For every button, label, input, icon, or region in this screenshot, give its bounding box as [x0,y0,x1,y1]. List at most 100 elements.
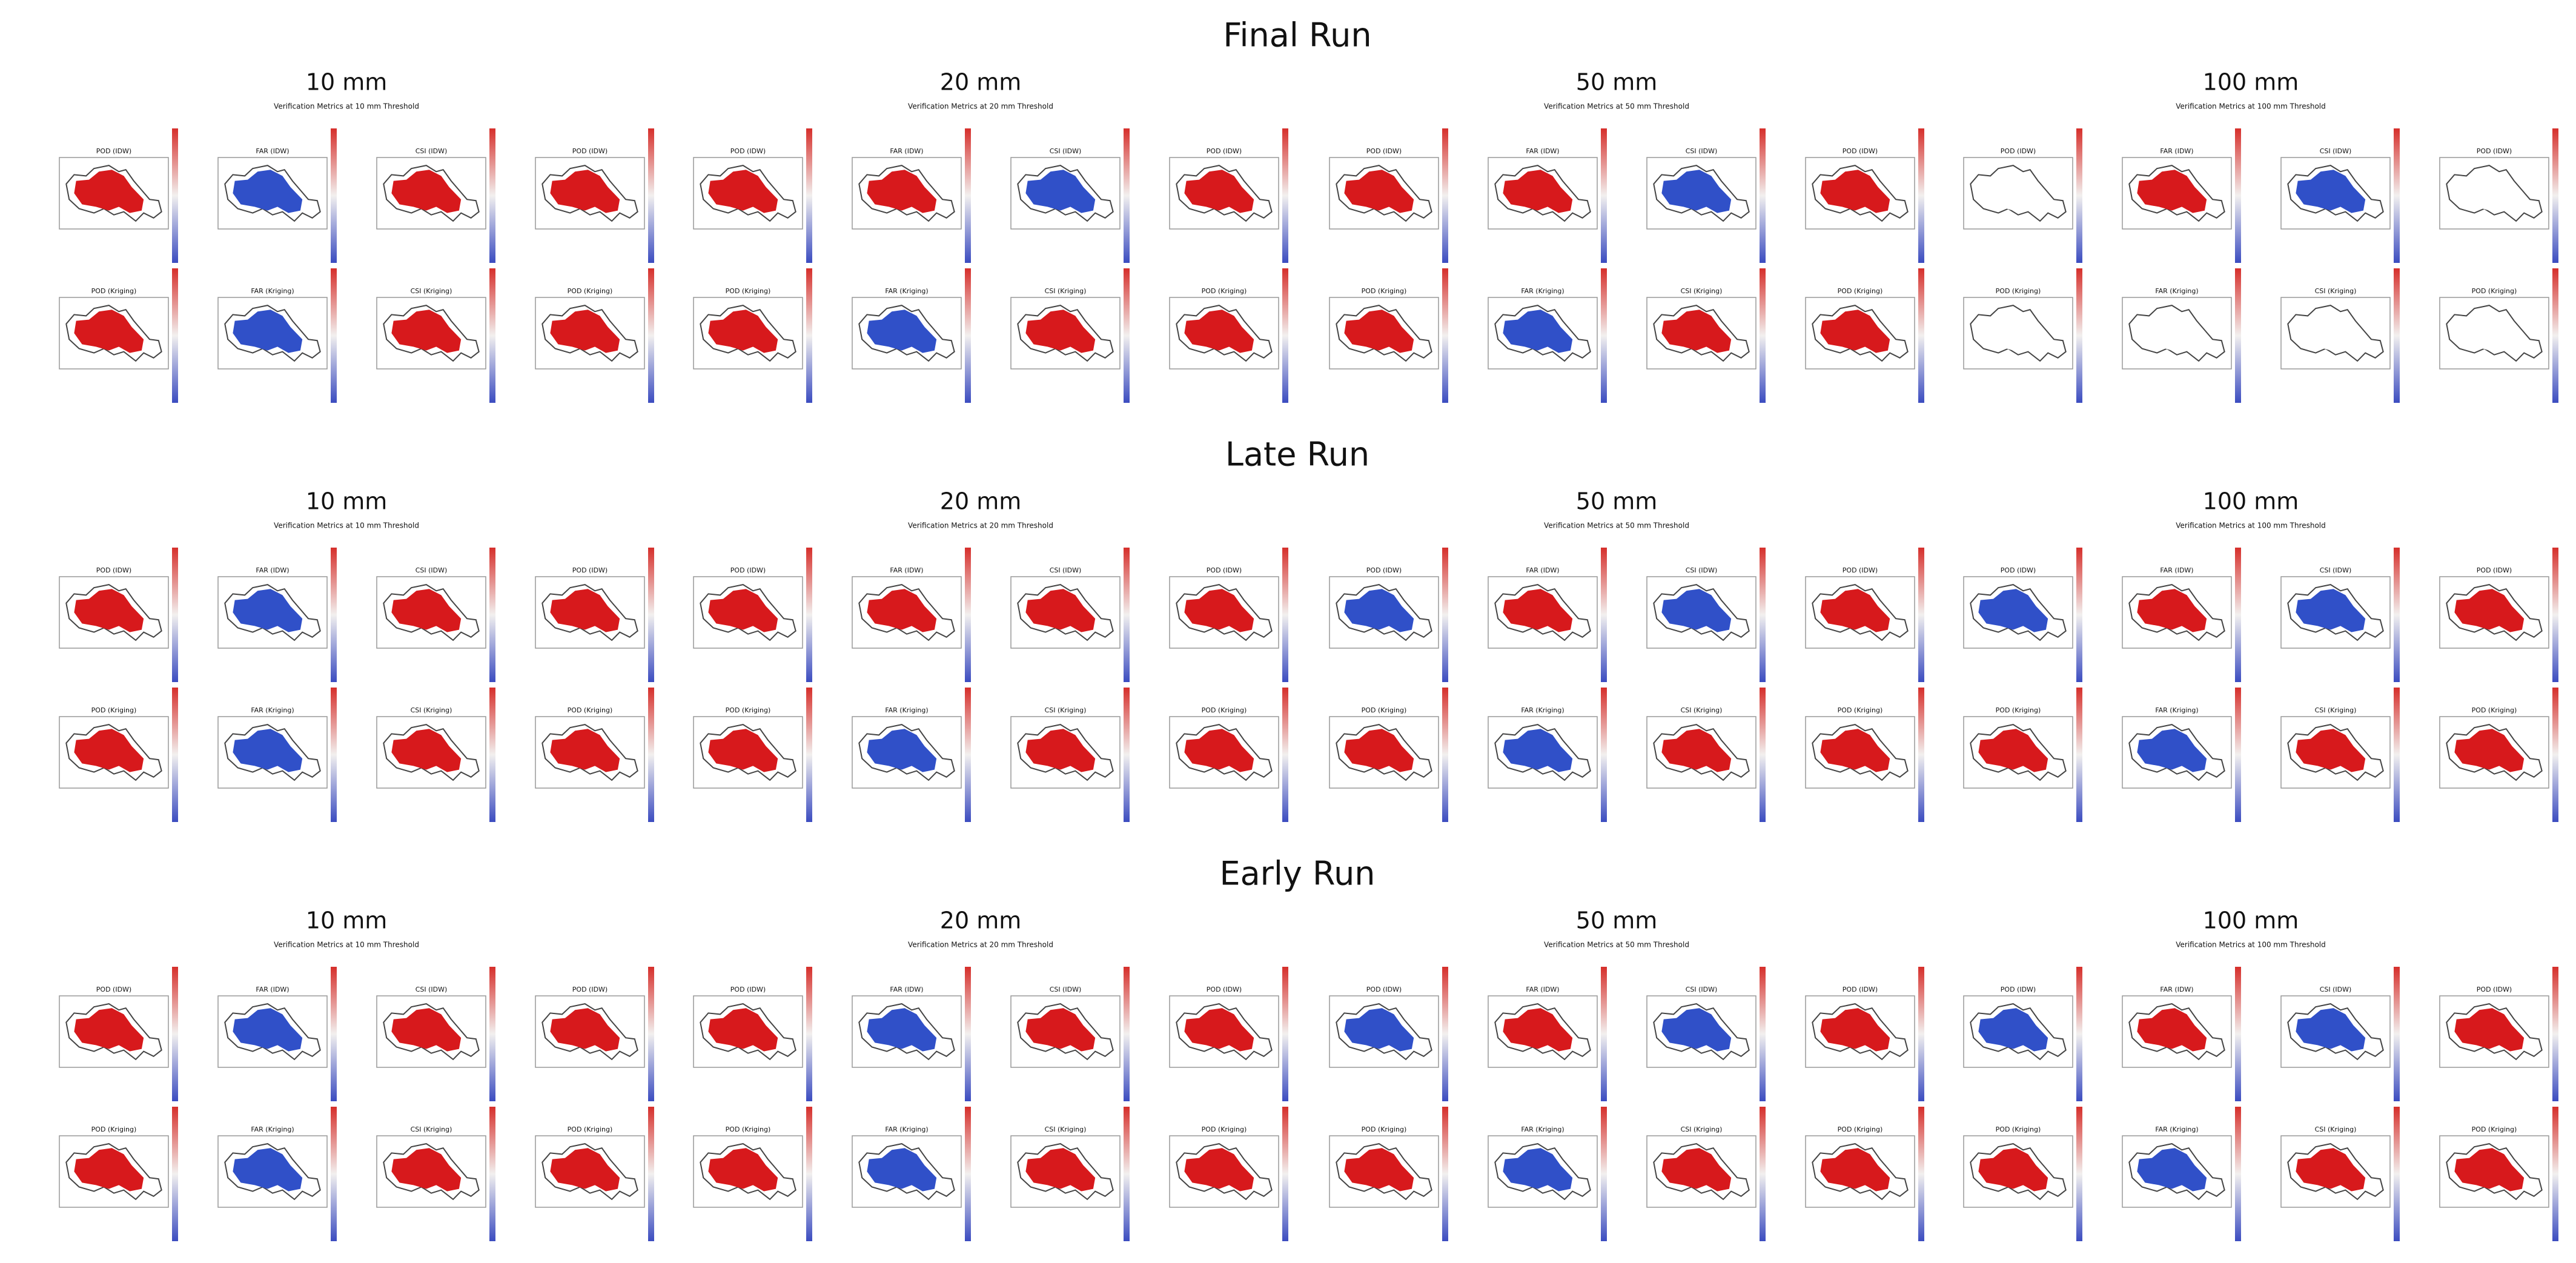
region-fill [1184,1148,1254,1192]
region-fill [708,729,778,772]
region-fill [2296,310,2366,353]
region-fill [1184,310,1254,353]
region-fill [1661,170,1732,213]
colorbar [806,268,812,403]
run-title: Early Run [1219,855,1375,893]
region-fill [708,1148,778,1192]
panel-title: CSI (IDW) [2320,147,2352,155]
region-fill [867,729,937,772]
region-fill [2137,1148,2207,1192]
region-fill [867,170,937,213]
region-fill [1503,1148,1573,1192]
panel-title: CSI (Kriging) [2315,1125,2357,1133]
colorbar [2235,1107,2241,1241]
panel-title: FAR (Kriging) [251,287,294,295]
colorbar [2076,1107,2082,1241]
region-fill [867,1008,937,1052]
region-fill [2454,310,2525,353]
panel-title: POD (Kriging) [1202,1125,1247,1133]
region-fill [1661,729,1732,772]
panel-title: FAR (IDW) [256,986,289,993]
threshold-title: 20 mm [940,69,1021,96]
threshold-title: 20 mm [940,907,1021,934]
region-fill [867,589,937,632]
colorbar [489,688,495,822]
panel-title: POD (IDW) [1207,986,1242,993]
region-fill [2454,1148,2525,1192]
region-fill [1344,170,1414,213]
colorbar [331,128,337,263]
region-fill [1344,1008,1414,1052]
panel-title: FAR (IDW) [256,566,289,574]
region-fill [1184,1008,1254,1052]
panel-title: POD (IDW) [1843,566,1878,574]
colorbar [1282,967,1288,1101]
colorbar [2235,688,2241,822]
panel-title: FAR (IDW) [890,986,923,993]
colorbar [2394,548,2400,682]
panel-title: FAR (IDW) [1526,566,1559,574]
threshold-title: 100 mm [2203,488,2299,515]
panel-title: POD (Kriging) [1996,287,2041,295]
region-fill [233,589,303,632]
colorbar [965,967,971,1101]
panel-title: FAR (Kriging) [251,706,294,714]
colorbar [2235,548,2241,682]
colorbar [1124,268,1130,403]
panel-title: FAR (Kriging) [251,1125,294,1133]
panel-title: CSI (IDW) [1686,147,1718,155]
region-fill [2296,1148,2366,1192]
panel-title: CSI (Kriging) [1681,287,1723,295]
panel-title: CSI (IDW) [1686,986,1718,993]
region-fill [74,589,144,632]
colorbar [1124,548,1130,682]
panel-title: CSI (Kriging) [1045,287,1087,295]
colorbar [1442,128,1448,263]
colorbar [806,967,812,1101]
panel-title: POD (Kriging) [2472,1125,2517,1133]
region-fill [1820,1148,1890,1192]
panel-title: POD (Kriging) [91,1125,137,1133]
region-fill [391,1008,462,1052]
subtitle: Verification Metrics at 100 mm Threshold [2176,102,2326,111]
region-fill [2137,729,2207,772]
panel-title: FAR (IDW) [890,147,923,155]
panel-title: POD (IDW) [96,566,131,574]
region-fill [1184,170,1254,213]
colorbar [1918,268,1924,403]
threshold-title: 10 mm [306,907,387,934]
region-fill [1661,1008,1732,1052]
region-fill [233,310,303,353]
colorbar [1282,1107,1288,1241]
colorbar [2394,268,2400,403]
colorbar [1918,128,1924,263]
panel-title: POD (Kriging) [2472,287,2517,295]
region-fill [1978,729,2048,772]
colorbar [172,548,178,682]
colorbar [172,128,178,263]
panel-title: FAR (Kriging) [885,287,928,295]
colorbar [1601,268,1607,403]
panel-title: CSI (Kriging) [2315,287,2357,295]
panel-title: POD (IDW) [1366,147,1402,155]
panel-title: POD (IDW) [730,566,766,574]
panel-title: POD (Kriging) [1996,1125,2041,1133]
region-fill [391,589,462,632]
colorbar [489,1107,495,1241]
colorbar [2552,128,2558,263]
region-fill [1820,310,1890,353]
colorbar [2552,268,2558,403]
panel-title: POD (Kriging) [568,706,613,714]
panel-title: POD (Kriging) [1362,287,1407,295]
panel-title: CSI (Kriging) [1045,1125,1087,1133]
panel-title: POD (IDW) [1843,147,1878,155]
region-fill [2454,729,2525,772]
colorbar [648,688,654,822]
panel-title: CSI (IDW) [1686,566,1718,574]
panel-title: FAR (Kriging) [1521,1125,1564,1133]
region-fill [1344,310,1414,353]
region-fill [1184,729,1254,772]
colorbar [1601,1107,1607,1241]
region-fill [1025,1148,1096,1192]
